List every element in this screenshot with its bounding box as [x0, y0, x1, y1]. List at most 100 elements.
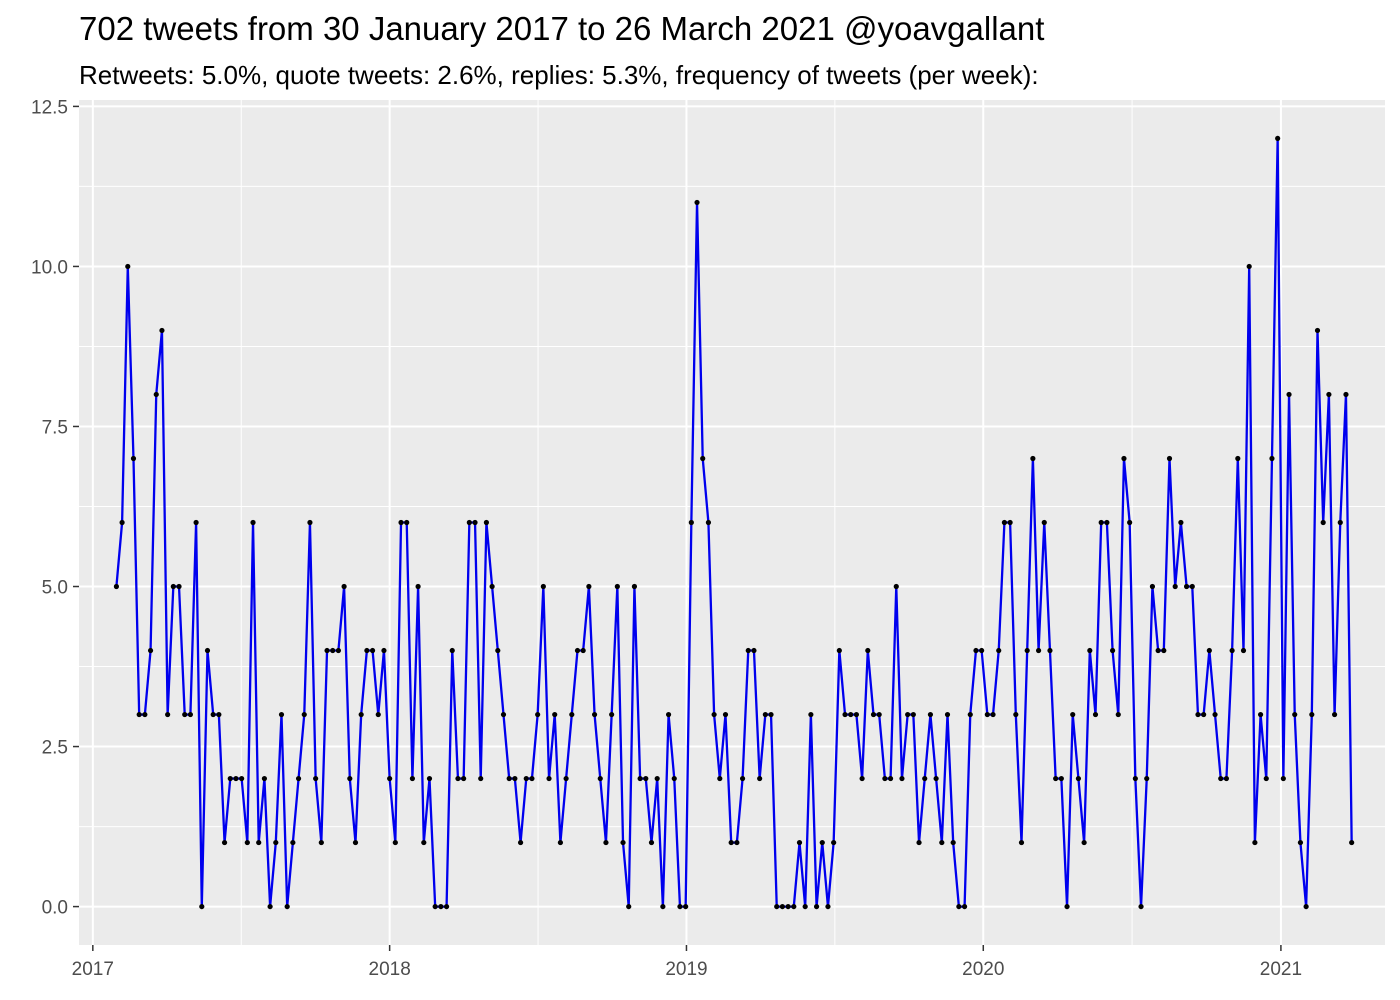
data-point: [227, 775, 233, 782]
data-point: [1053, 775, 1059, 782]
data-point: [1297, 839, 1304, 846]
data-point: [614, 583, 620, 590]
data-point: [392, 839, 398, 846]
data-point: [239, 775, 245, 782]
data-point: [159, 327, 165, 334]
data-point: [1309, 711, 1315, 718]
data-point: [1235, 455, 1241, 462]
data-point: [147, 647, 154, 654]
data-point: [1098, 519, 1104, 526]
data-point: [1161, 647, 1167, 654]
data-point: [631, 583, 638, 590]
data-point: [609, 711, 615, 718]
major-gridlines: [79, 100, 1385, 945]
data-point: [734, 839, 740, 846]
data-point: [1286, 391, 1292, 398]
data-point: [1189, 583, 1195, 590]
data-point: [455, 775, 461, 782]
chart-subtitle: Retweets: 5.0%, quote tweets: 2.6%, repl…: [79, 60, 1039, 90]
data-point: [563, 775, 569, 782]
data-point: [398, 519, 404, 526]
data-point: [1081, 839, 1087, 846]
data-point: [1178, 519, 1184, 526]
data-point: [449, 647, 455, 654]
data-point: [1149, 583, 1156, 590]
data-point: [221, 839, 228, 846]
data-point: [762, 711, 768, 718]
data-point: [182, 711, 188, 718]
data-point: [1337, 519, 1343, 526]
data-point: [478, 775, 484, 782]
y-tick-label: 7.5: [42, 417, 68, 438]
data-point: [335, 647, 342, 654]
data-point: [1013, 711, 1019, 718]
data-point: [859, 775, 865, 782]
data-point: [125, 263, 131, 270]
data-point: [546, 775, 552, 782]
data-point: [1223, 775, 1230, 782]
data-point: [774, 903, 780, 910]
data-point: [722, 711, 729, 718]
data-point: [586, 583, 592, 590]
data-point: [1206, 647, 1212, 654]
data-point: [404, 519, 410, 526]
data-point: [318, 839, 324, 846]
data-point: [876, 711, 882, 718]
data-point: [1109, 647, 1116, 654]
data-point: [688, 519, 694, 526]
data-point: [1240, 647, 1247, 654]
data-point: [1115, 711, 1121, 718]
data-point: [500, 711, 507, 718]
data-point: [324, 647, 330, 654]
data-point: [199, 903, 205, 910]
data-point: [1269, 455, 1275, 462]
series-line: [115, 137, 1353, 908]
data-point: [529, 775, 535, 782]
data-point: [1280, 775, 1286, 782]
data-point: [517, 839, 524, 846]
data-point: [381, 647, 387, 654]
x-tick-label: 2019: [665, 959, 707, 980]
data-point: [364, 647, 370, 654]
data-point: [1343, 391, 1349, 398]
data-point: [643, 775, 649, 782]
data-point: [506, 775, 512, 782]
data-point: [808, 711, 814, 718]
data-point: [1303, 903, 1309, 910]
data-point: [825, 903, 831, 910]
data-point: [119, 519, 125, 526]
data-point: [757, 775, 763, 782]
data-point: [865, 647, 871, 654]
data-point: [705, 519, 712, 526]
data-point: [432, 903, 438, 910]
data-point: [848, 711, 854, 718]
data-point: [1070, 711, 1076, 718]
data-point: [495, 647, 501, 654]
data-point: [267, 903, 273, 910]
series-layer: [113, 135, 1355, 910]
data-point: [216, 711, 222, 718]
x-tick-label: 2017: [72, 959, 114, 980]
data-point: [990, 711, 996, 718]
data-point: [358, 711, 364, 718]
data-point: [1035, 647, 1042, 654]
data-point: [165, 711, 171, 718]
data-point: [1229, 647, 1235, 654]
data-point: [648, 839, 655, 846]
data-point: [580, 647, 586, 654]
data-point: [1246, 263, 1252, 270]
data-point: [1155, 647, 1161, 654]
x-axis: 2017 2018 2019 2020 2021: [72, 945, 1302, 980]
data-point: [728, 839, 734, 846]
data-point: [1320, 519, 1326, 526]
data-point: [1018, 839, 1025, 846]
data-point: [1275, 135, 1281, 142]
data-point: [489, 583, 495, 590]
data-point: [779, 903, 786, 910]
data-point: [1218, 775, 1224, 782]
data-point: [1041, 519, 1047, 526]
data-point: [187, 711, 194, 718]
data-point: [421, 839, 427, 846]
data-point: [620, 839, 626, 846]
data-point: [1263, 775, 1269, 782]
